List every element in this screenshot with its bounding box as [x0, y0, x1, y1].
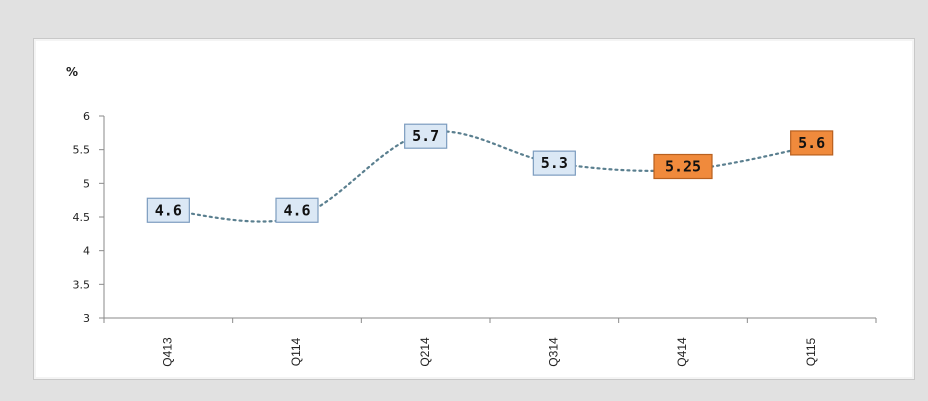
data-label-box: [404, 123, 448, 149]
series-layer: [167, 130, 813, 223]
x-tick-label: Q114: [289, 337, 303, 366]
y-tick-label: 5: [83, 177, 90, 190]
x-tick-label: Q115: [804, 337, 818, 366]
forecast-data-label: 5.6: [790, 130, 834, 156]
y-tick-label: 3: [83, 312, 90, 325]
data-label-box: [653, 153, 713, 180]
data-label-box: [275, 197, 319, 223]
data-label-box: [146, 197, 190, 223]
data-label-text: 4.6: [283, 201, 310, 219]
data-label-text: 5.3: [541, 154, 568, 172]
axes: 3 3.5 4 4.5 5 5.5 6 Q413 Q114 Q214 Q314 Q414 Q115: [73, 110, 877, 367]
y-tick-label: 6: [83, 110, 90, 123]
data-label-text: 5.6: [798, 134, 825, 152]
x-tick-label: Q413: [161, 337, 175, 367]
y-tick-label: 4: [83, 245, 90, 258]
series-line: [167, 130, 813, 223]
data-label: 5.3: [532, 150, 576, 176]
y-tick-label: 5.5: [73, 144, 91, 157]
y-unit-label: %: [66, 65, 78, 79]
x-tick-label: Q314: [547, 337, 561, 367]
x-tick-label: Q414: [675, 337, 689, 367]
data-label: 4.6: [275, 197, 319, 223]
data-label-box: [532, 150, 576, 176]
data-label-box: [790, 130, 834, 156]
x-tick-label: Q214: [418, 337, 432, 367]
forecast-data-label: 5.25: [653, 153, 713, 180]
data-label-text: 4.6: [155, 201, 182, 219]
data-labels: 4.6 4.6 5.7 5.3 5.25 5.6: [146, 123, 834, 223]
y-tick-label: 4.5: [73, 211, 91, 224]
data-label: 4.6: [146, 197, 190, 223]
y-tick-label: 3.5: [73, 278, 91, 291]
data-label-text: 5.25: [665, 158, 701, 176]
data-label-text: 5.7: [412, 127, 439, 145]
data-label: 5.7: [404, 123, 448, 149]
